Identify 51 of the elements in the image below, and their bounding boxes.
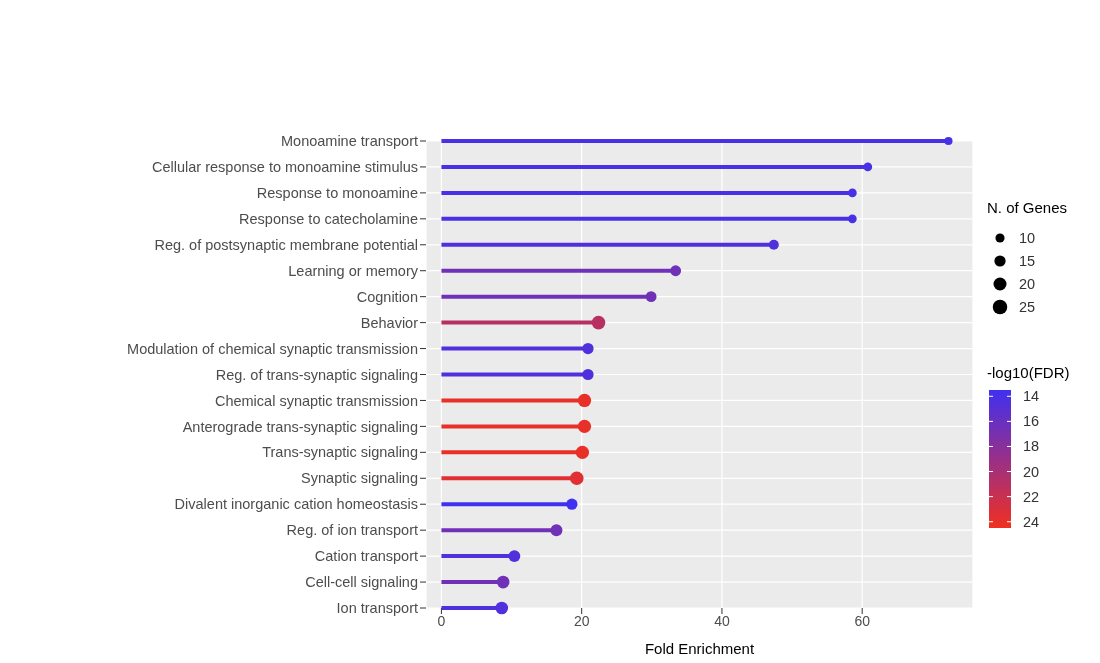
point <box>569 471 584 486</box>
color-bar-label: 24 <box>1023 513 1040 530</box>
y-tick-label: Cognition <box>356 288 418 305</box>
color-bar-label: 20 <box>1023 463 1040 480</box>
y-tick-label: Trans-synaptic signaling <box>262 444 418 461</box>
x-tick-label: 60 <box>854 612 871 629</box>
legend-label: 20 <box>1019 276 1036 292</box>
y-tick-label: Behavior <box>360 314 419 331</box>
point <box>496 575 510 589</box>
y-tick-label: Cell-cell signaling <box>305 574 418 591</box>
point <box>768 239 779 250</box>
legend-label: 25 <box>1019 299 1036 315</box>
legend-title: N. of Genes <box>987 199 1068 216</box>
y-tick-label: Response to catecholamine <box>239 210 418 227</box>
color-bar-label: 22 <box>1023 488 1040 505</box>
y-tick-label: Reg. of ion transport <box>286 522 418 539</box>
point <box>582 342 594 355</box>
point <box>575 445 590 459</box>
point <box>508 550 521 563</box>
y-tick-label: Monoamine transport <box>280 133 418 150</box>
x-tick-label: 0 <box>437 612 446 629</box>
color-bar-label: 14 <box>1023 388 1040 405</box>
y-tick-label: Reg. of postsynaptic membrane potential <box>154 236 418 253</box>
y-tick-label: Ion transport <box>336 600 418 617</box>
x-tick-label: 40 <box>714 612 730 629</box>
color-bar-label: 16 <box>1023 413 1040 430</box>
y-tick-label: Cellular response to monoamine stimulus <box>152 159 418 176</box>
x-axis-title: Fold Enrichment <box>644 640 755 657</box>
point <box>645 291 657 303</box>
point <box>577 419 592 434</box>
y-tick-label: Response to monoamine <box>256 185 418 202</box>
point <box>495 601 509 615</box>
point <box>591 315 606 330</box>
point <box>577 393 592 408</box>
y-tick-label: Chemical synaptic transmission <box>214 392 418 409</box>
color-bar-label: 18 <box>1023 438 1040 455</box>
y-tick-label: Modulation of chemical synaptic transmission <box>127 340 418 357</box>
y-tick-label: Synaptic signaling <box>301 470 418 487</box>
point <box>670 265 682 277</box>
legend-label: 10 <box>1019 230 1036 246</box>
y-tick-label: Divalent inorganic cation homeostasis <box>174 496 418 513</box>
y-tick-label: Learning or memory <box>288 262 419 279</box>
point <box>566 498 578 510</box>
x-tick-label: 20 <box>573 612 590 629</box>
color-bar-title: -log10(FDR) <box>987 364 1070 381</box>
point <box>582 368 594 381</box>
y-tick-label: Anterograde trans-synaptic signaling <box>182 418 418 435</box>
y-tick-label: Reg. of trans-synaptic signaling <box>215 366 418 383</box>
y-tick-label: Cation transport <box>314 548 418 565</box>
point <box>550 524 563 537</box>
legend-label: 15 <box>1019 253 1036 269</box>
